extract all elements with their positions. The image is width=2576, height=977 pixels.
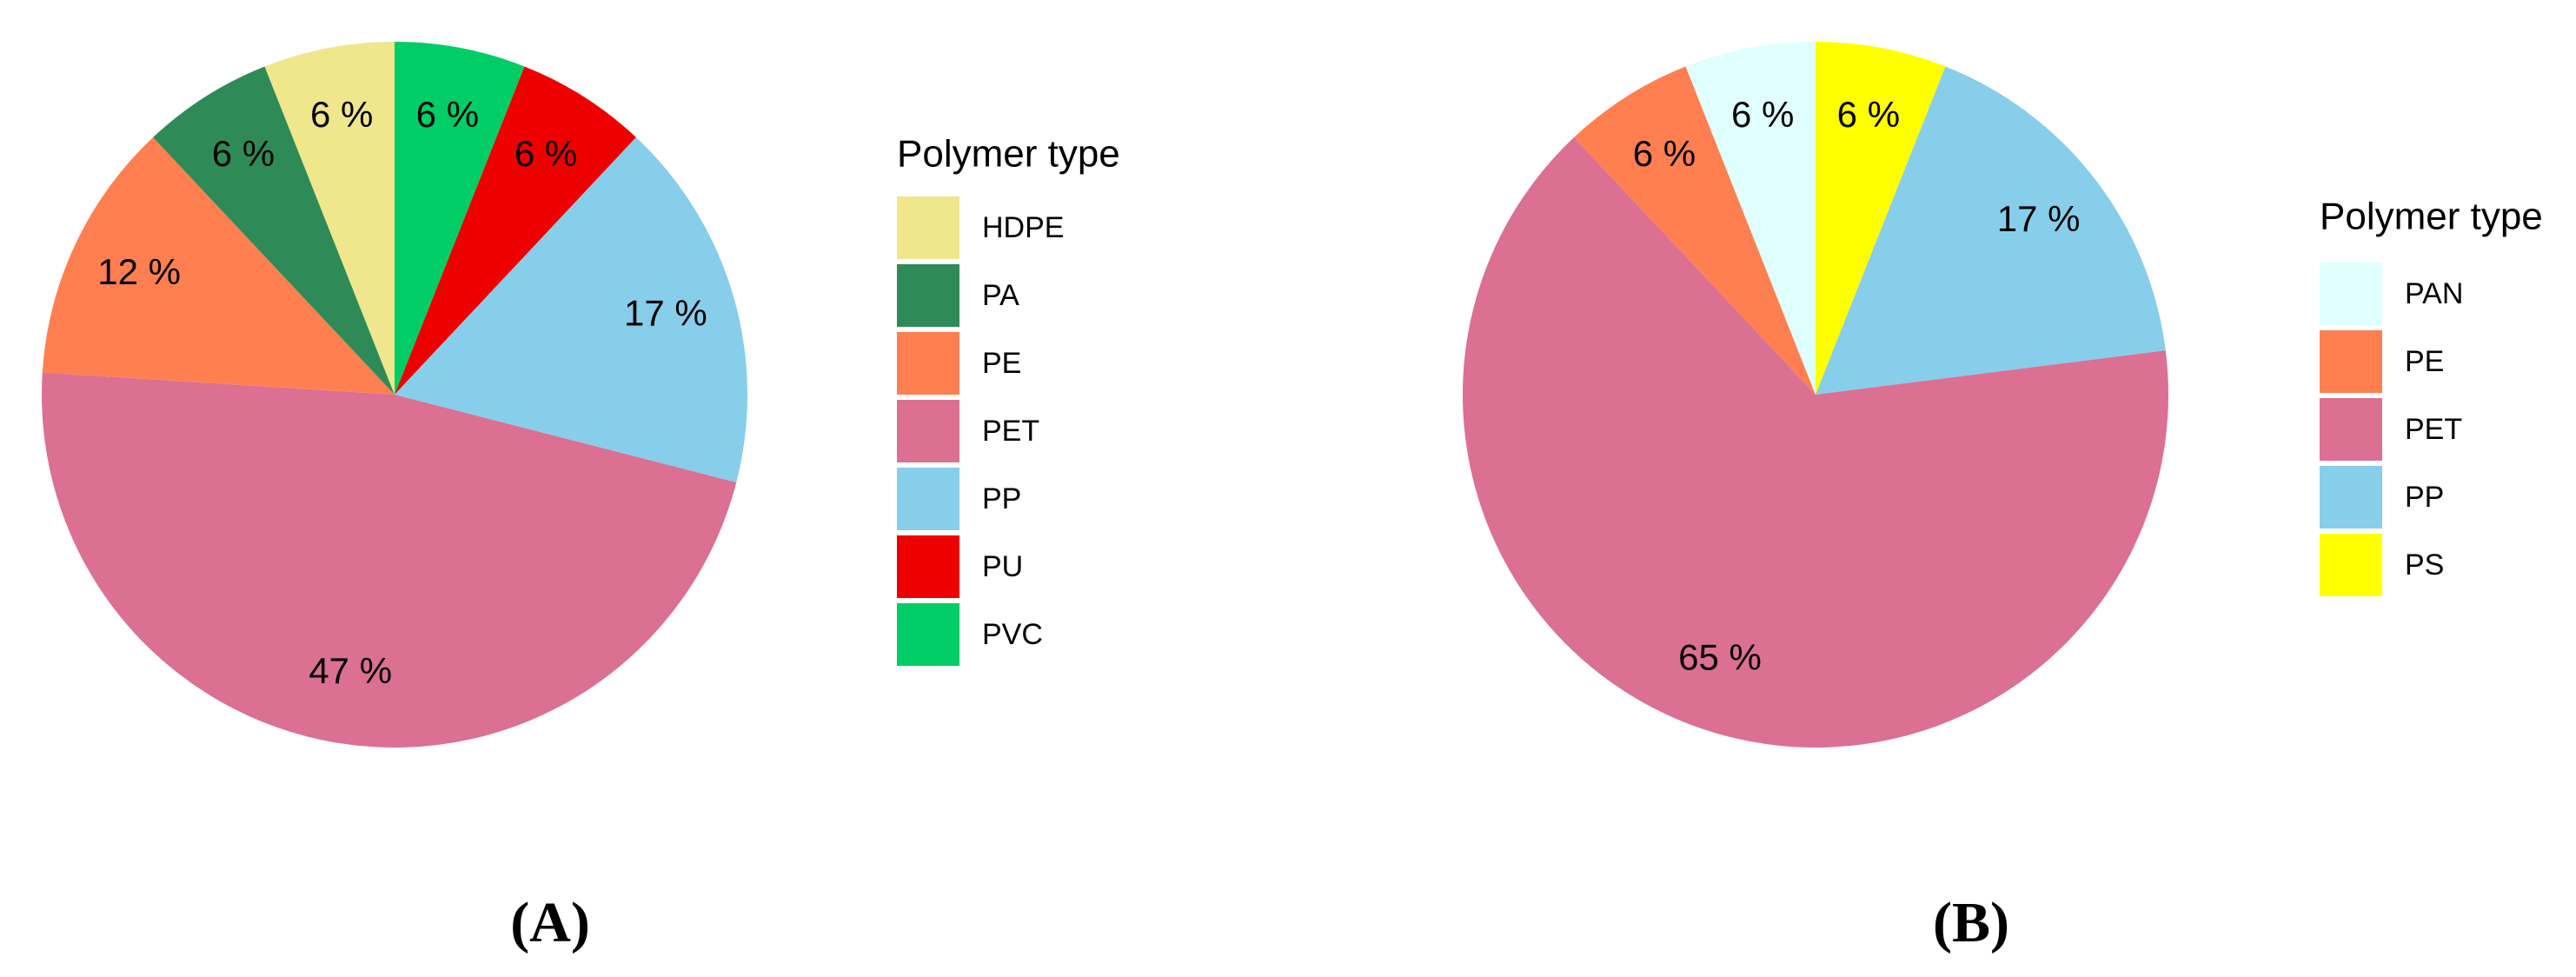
- legend-label: PET: [982, 415, 1039, 448]
- slice: [1816, 66, 2166, 395]
- legend-label: PP: [982, 482, 1021, 515]
- slice: [42, 372, 737, 748]
- slice-label: 12 %: [97, 251, 181, 292]
- legend-label: PVC: [982, 618, 1043, 651]
- slice: [395, 42, 525, 395]
- legend-key: [897, 196, 959, 259]
- slice-label: 6 %: [515, 133, 577, 174]
- slice-label: 17 %: [1997, 198, 2081, 239]
- pie: 6 % 6 % 17 % 47 % 12 % 6 % 6 %: [42, 42, 747, 748]
- slice: [1463, 137, 2168, 748]
- legend-key: [2320, 534, 2382, 596]
- legend-key: [897, 468, 959, 530]
- legend-key: [2320, 263, 2382, 325]
- slice-label: 6 %: [310, 94, 373, 135]
- slice-label: 6 %: [1731, 94, 1794, 135]
- legend-label: PET: [2405, 413, 2462, 446]
- legend-title: Polymer type: [2320, 196, 2543, 238]
- legend-key: [2320, 466, 2382, 528]
- legend-key: [2320, 330, 2382, 393]
- legend-label: PU: [982, 550, 1023, 583]
- panel-label: (A): [510, 891, 590, 954]
- legend-key: [2320, 398, 2382, 461]
- slice-label: 6 %: [212, 133, 275, 174]
- legend-key: [897, 332, 959, 395]
- slice: [395, 137, 747, 482]
- legend-key: [897, 400, 959, 462]
- slice-label: 47 %: [309, 650, 392, 691]
- slice: [1574, 66, 1816, 395]
- legend-title: Polymer type: [897, 133, 1120, 176]
- legend-key: [897, 264, 959, 327]
- slice-label: 6 %: [416, 94, 479, 135]
- slice: [395, 66, 636, 395]
- legend-label: PAN: [2405, 277, 2463, 310]
- legend-key: [897, 603, 959, 666]
- legend-label: PA: [982, 279, 1019, 312]
- pie: 6 % 17 % 65 % 6 % 6 %: [1463, 42, 2168, 748]
- legend-label: PS: [2405, 548, 2444, 582]
- legend-label: PE: [2405, 345, 2444, 378]
- slice-label: 6 %: [1633, 133, 1696, 174]
- slice: [42, 137, 395, 395]
- slice: [153, 66, 395, 395]
- legend-label: HDPE: [982, 211, 1064, 244]
- slice: [264, 42, 395, 395]
- panel-label: (B): [1933, 891, 2009, 954]
- slice-label: 65 %: [1678, 637, 1762, 678]
- slice-label: 17 %: [624, 292, 707, 333]
- slice-label: 6 %: [1837, 94, 1900, 135]
- slice: [1816, 42, 1946, 395]
- legend-label: PE: [982, 347, 1021, 380]
- legend-key: [897, 535, 959, 598]
- legend-label: PP: [2405, 481, 2444, 514]
- slice: [1685, 42, 1816, 395]
